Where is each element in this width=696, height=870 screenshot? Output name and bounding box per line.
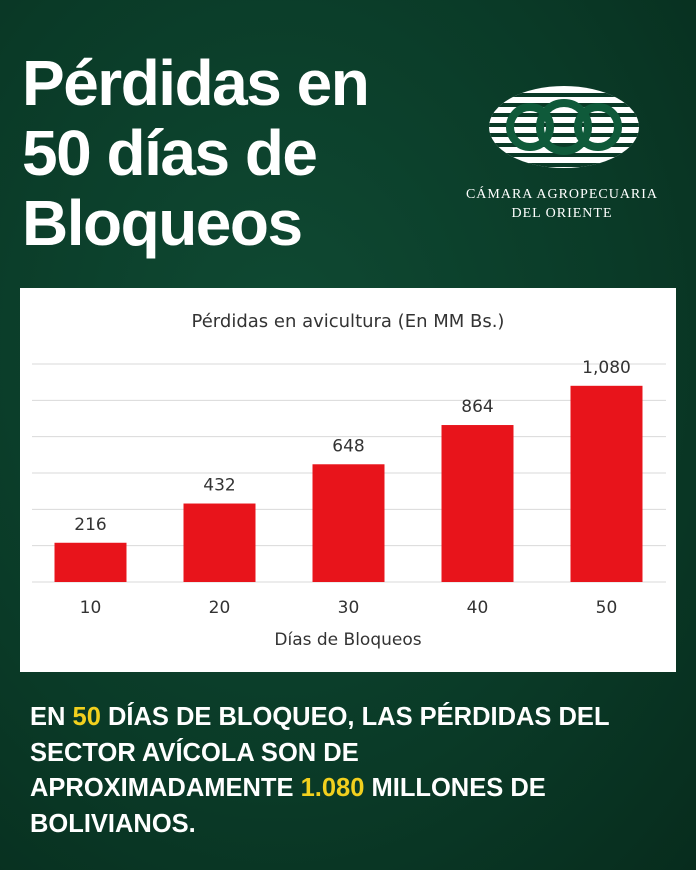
- value-label: 648: [332, 436, 364, 456]
- footer-text: 1.080: [300, 774, 365, 802]
- title-line: Bloqueos: [22, 187, 302, 259]
- footer-text: BOLIVIANOS.: [30, 809, 196, 838]
- title-line: 50 días de: [22, 117, 317, 189]
- bar: [183, 503, 256, 582]
- bar: [54, 542, 127, 582]
- bar: [570, 385, 643, 582]
- footer-text: 50: [72, 703, 101, 731]
- logo: [489, 86, 639, 168]
- value-label: 864: [461, 397, 493, 417]
- x-tick-label: 20: [209, 598, 231, 618]
- x-tick-label: 10: [80, 598, 102, 618]
- x-tick-label: 30: [338, 598, 360, 618]
- bar: [312, 464, 385, 582]
- value-label: 432: [203, 476, 235, 496]
- footer-text: EN: [30, 703, 73, 731]
- x-tick-label: 40: [467, 598, 489, 618]
- footer-text: MILLONES DE: [364, 774, 546, 802]
- title-line: Pérdidas en: [22, 47, 368, 119]
- canvas: Pérdidas en 50 días de Bloqueos CÁMARA A…: [22, 47, 666, 650]
- x-axis-title: Días de Bloqueos: [274, 630, 421, 650]
- footer-line: BOLIVIANOS.: [30, 807, 610, 843]
- logo-text: DEL ORIENTE: [511, 206, 612, 221]
- footer: EN 50 DÍAS DE BLOQUEO, LAS PÉRDIDAS DEL S…: [30, 700, 610, 842]
- bar: [441, 425, 514, 582]
- footer-text: SECTOR AVÍCOLA SON DE: [30, 738, 359, 767]
- logo-text: CÁMARA AGROPECUARIA: [466, 185, 658, 202]
- footer-line: SECTOR AVÍCOLA SON DE: [30, 736, 610, 772]
- chart-title: Pérdidas en avicultura (En MM Bs.): [192, 311, 505, 332]
- footer-line: APROXIMADAMENTE 1.080 MILLONES DE: [30, 771, 610, 807]
- x-tick-label: 50: [596, 598, 618, 618]
- value-label: 1,080: [582, 358, 631, 378]
- footer-line: EN 50 DÍAS DE BLOQUEO, LAS PÉRDIDAS DEL: [30, 700, 610, 736]
- footer-text: APROXIMADAMENTE: [30, 774, 301, 802]
- footer-text: DÍAS DE BLOQUEO, LAS PÉRDIDAS DEL: [100, 703, 610, 731]
- value-label: 216: [74, 515, 106, 535]
